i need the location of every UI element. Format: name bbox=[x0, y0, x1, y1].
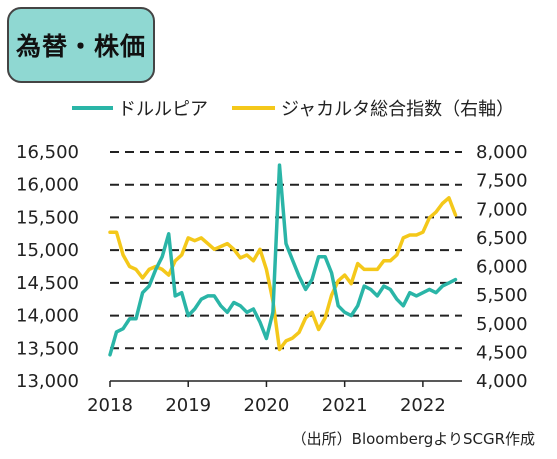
chart-title-box: 為替・株価 bbox=[7, 7, 155, 83]
left-tick-label: 13,500 bbox=[16, 338, 79, 359]
chart-title: 為替・株価 bbox=[15, 32, 146, 61]
x-tick-label: 2022 bbox=[400, 395, 446, 416]
series-line-usdidr bbox=[108, 163, 458, 357]
x-tick-label: 2019 bbox=[165, 395, 211, 416]
legend-label-usdidr: ドルルピア bbox=[118, 99, 208, 120]
right-tick-label: 4,000 bbox=[476, 371, 528, 392]
right-tick-label: 5,000 bbox=[476, 314, 528, 335]
x-tick-label: 2020 bbox=[244, 395, 290, 416]
left-tick-label: 14,500 bbox=[16, 273, 79, 294]
right-tick-label: 4,500 bbox=[476, 342, 528, 363]
source-note: （出所）BloombergよりSCGR作成 bbox=[291, 430, 535, 448]
legend-label-jci: ジャカルタ総合指数（右軸） bbox=[281, 99, 514, 120]
left-tick-label: 16,000 bbox=[16, 175, 79, 196]
series-line-jci bbox=[108, 196, 458, 352]
x-tick-label: 2021 bbox=[322, 395, 368, 416]
right-tick-label: 7,500 bbox=[476, 171, 528, 192]
right-tick-label: 6,000 bbox=[476, 257, 528, 278]
right-tick-label: 8,000 bbox=[476, 142, 528, 163]
x-tick-label: 2018 bbox=[87, 395, 133, 416]
right-tick-label: 5,500 bbox=[476, 285, 528, 306]
right-tick-label: 7,000 bbox=[476, 199, 528, 220]
left-tick-label: 15,500 bbox=[16, 207, 79, 228]
left-tick-label: 15,000 bbox=[16, 240, 79, 261]
left-tick-label: 16,500 bbox=[16, 142, 79, 163]
right-tick-label: 6,500 bbox=[476, 228, 528, 249]
left-tick-label: 14,000 bbox=[16, 306, 79, 327]
left-tick-label: 13,000 bbox=[16, 371, 79, 392]
